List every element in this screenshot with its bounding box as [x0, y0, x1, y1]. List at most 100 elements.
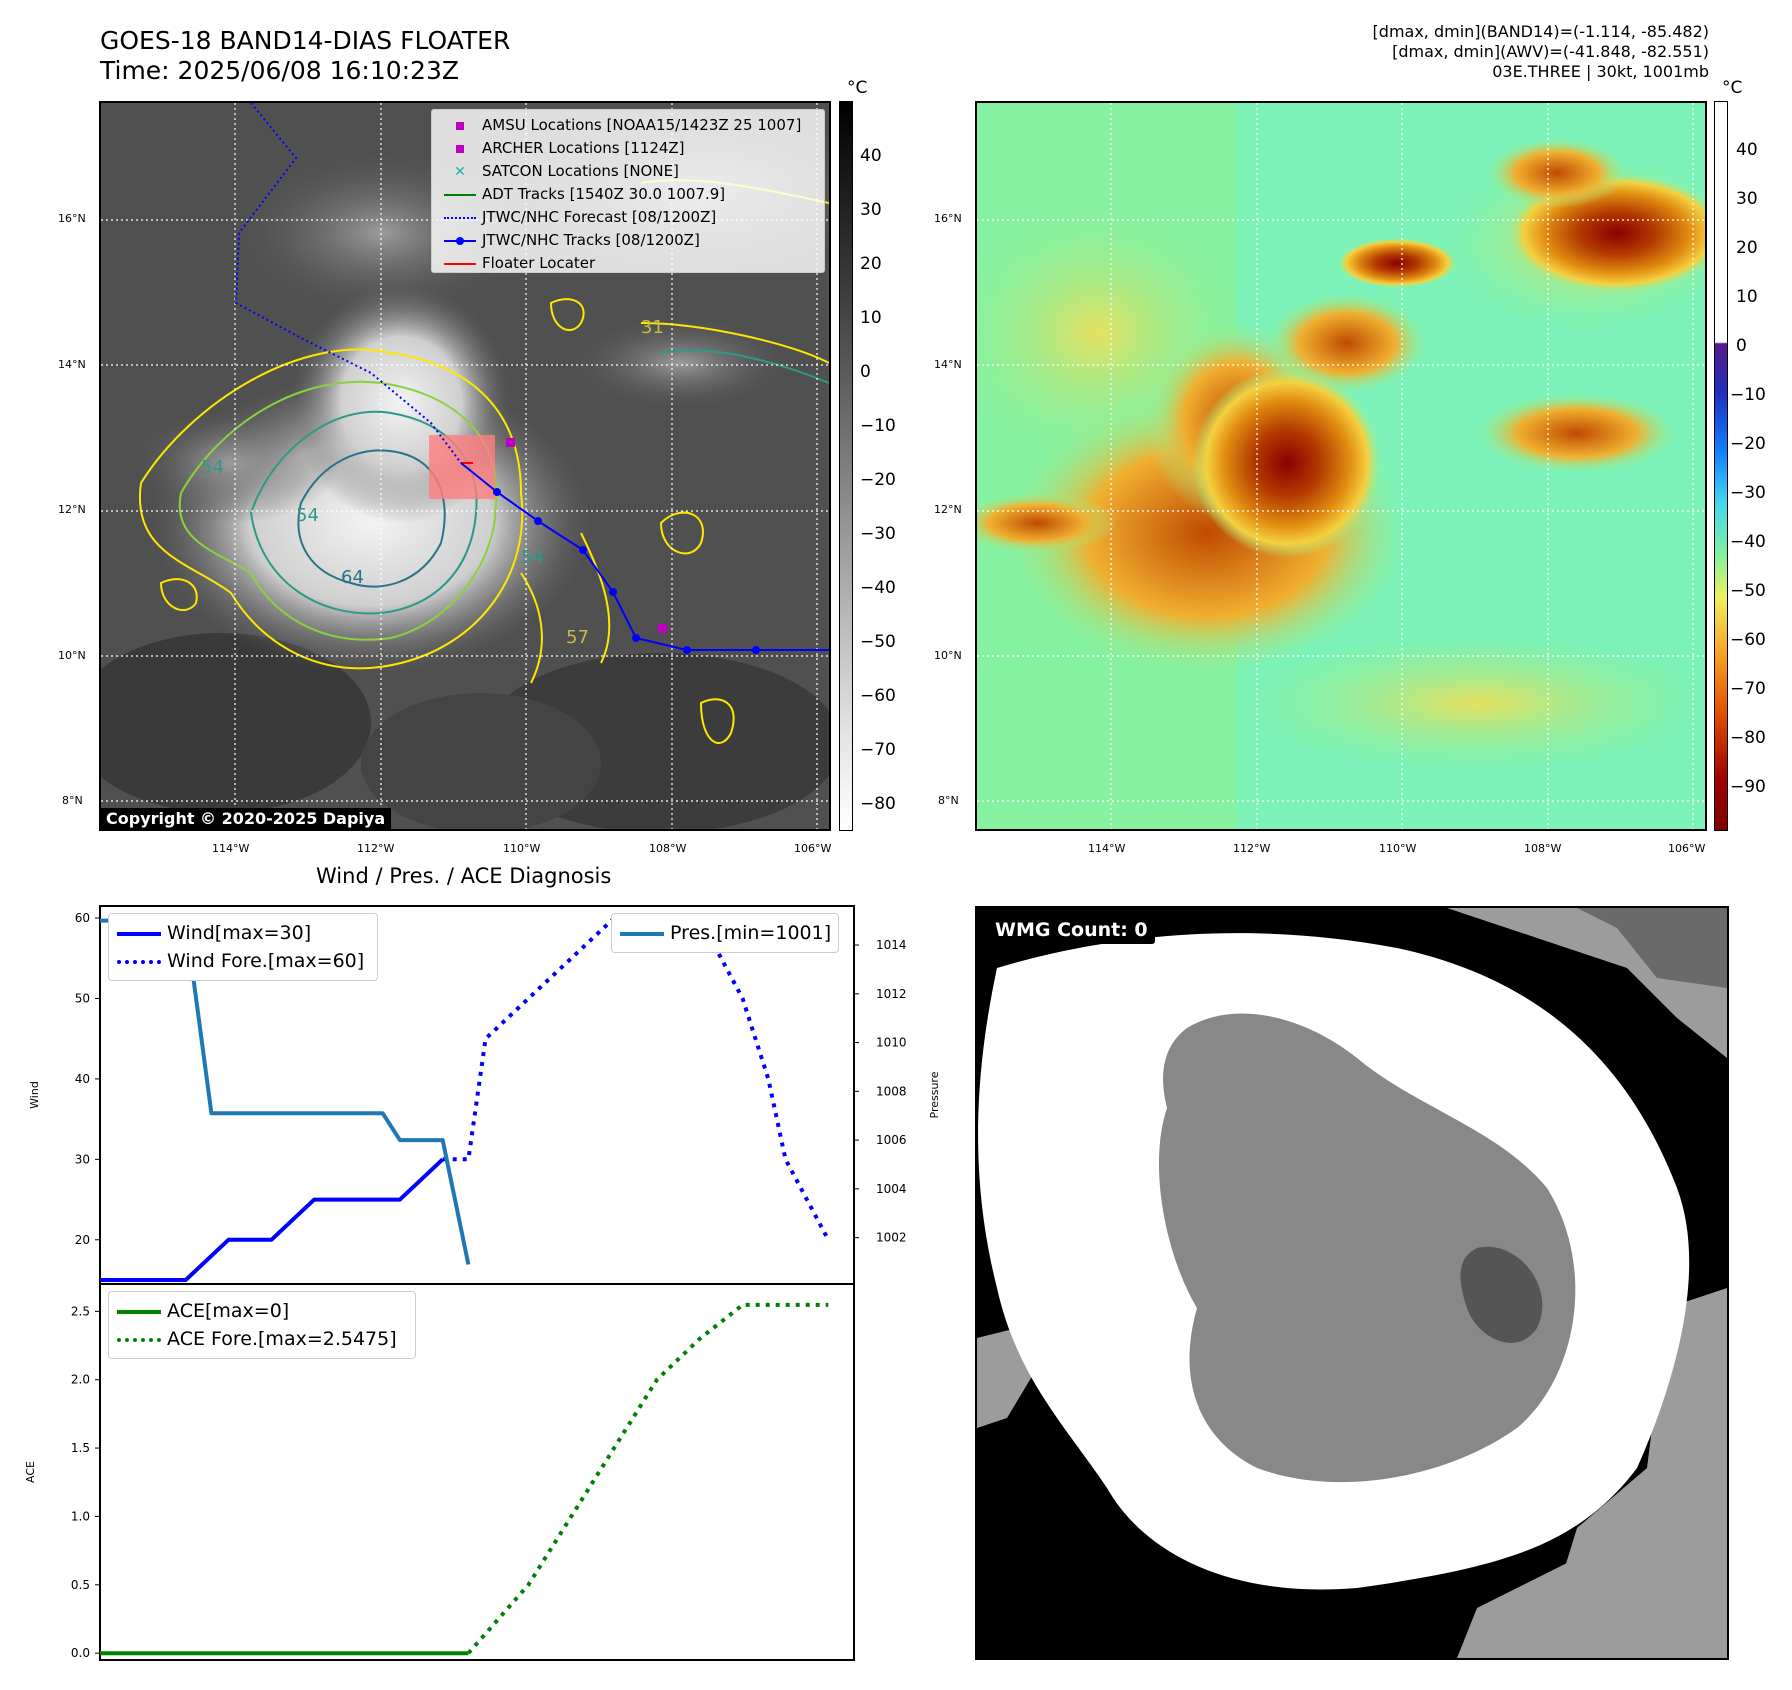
cbar-tick: −40	[860, 578, 896, 598]
y2-tick-label: 1012	[876, 987, 907, 1001]
y-tick-label: 40	[75, 1072, 90, 1086]
y-tick-label: 1.5	[71, 1441, 90, 1455]
solid-line-icon	[442, 185, 478, 205]
lon-label: 106°W	[794, 842, 832, 855]
archer-marker	[658, 624, 667, 633]
cbar-tick: −30	[860, 524, 896, 544]
wind-pressure-plot: 60 50 40 30 20 1014 1012 1010 1008 1006 1004 1002	[75, 911, 907, 1282]
y-tick-label: 2.0	[71, 1373, 90, 1387]
y-tick-label: 1.0	[71, 1509, 90, 1523]
jtwc-track-points	[493, 488, 760, 654]
cbar-tick: 20	[1736, 238, 1758, 258]
floater-box	[429, 435, 495, 499]
contour-label: 54	[296, 505, 319, 526]
square-marker-icon	[442, 116, 478, 136]
y-tick-label: 20	[75, 1233, 90, 1247]
pressure-axis-label: Pressure	[928, 1071, 941, 1118]
legend-label: Wind Fore.[max=60]	[167, 950, 365, 972]
solid-line-icon	[117, 931, 161, 936]
diagnosis-title: Wind / Pres. / ACE Diagnosis	[316, 864, 612, 888]
gray-colorbar-unit: °C	[847, 78, 868, 98]
series-line	[466, 1302, 829, 1655]
y2-tick-label: 1006	[876, 1133, 907, 1147]
cbar-tick: −50	[860, 632, 896, 652]
x-marker-icon: ✕	[454, 164, 466, 180]
y-tick-label: 30	[75, 1152, 90, 1166]
lon-label: 112°W	[1233, 842, 1271, 855]
cbar-tick: 40	[860, 146, 882, 166]
cbar-tick: 0	[860, 362, 871, 382]
y-tick-label: 2.5	[71, 1304, 90, 1318]
ace-axis-label: ACE	[24, 1461, 37, 1483]
dotted-line-icon	[442, 208, 478, 228]
legend-pressure: Pres.[min=1001]	[620, 922, 831, 944]
jtwc-forecast-track	[234, 103, 462, 464]
series-line	[442, 916, 831, 1241]
ace-legend: ACE[max=0] ACE Fore.[max=2.5475]	[108, 1291, 416, 1359]
map-legend: AMSU Locations [NOAA15/1423Z 25 1007] AR…	[431, 109, 825, 273]
lat-label: 12°N	[934, 503, 962, 516]
lon-label: 110°W	[1379, 842, 1417, 855]
ace-plot: 2.5 2.0 1.5 1.0 0.5 0.0	[71, 1302, 829, 1660]
cbar-tick: −10	[1730, 385, 1766, 405]
cbar-tick: 10	[860, 308, 882, 328]
cbar-tick: −20	[1730, 434, 1766, 454]
lon-label: 114°W	[212, 842, 250, 855]
legend-wind-forecast: Wind Fore.[max=60]	[117, 950, 364, 972]
color-map-gridlines	[977, 103, 1705, 829]
cbar-tick: −80	[860, 794, 896, 814]
cbar-tick: 0	[1736, 336, 1747, 356]
wmg-gray-core	[1158, 1013, 1576, 1483]
color-map-canvas	[977, 103, 1705, 829]
copyright-label: Copyright © 2020-2025 Dapiya	[100, 808, 392, 829]
figure-title: GOES-18 BAND14-DIAS FLOATER Time: 2025/0…	[100, 26, 510, 86]
ace-axes-frame	[99, 1283, 855, 1661]
lat-label: 8°N	[938, 794, 959, 807]
dotted-line-icon	[117, 959, 161, 964]
cbar-tick: 40	[1736, 140, 1758, 160]
cbar-tick: 30	[1736, 189, 1758, 209]
grayscale-colorbar	[839, 101, 853, 831]
lat-label: 16°N	[58, 212, 86, 225]
wind-axis-label: Wind	[28, 1081, 41, 1109]
lon-label: 114°W	[1088, 842, 1126, 855]
diagnosis-chart: 60 50 40 30 20 1014 1012 1010 1008 1006 1004 1002 2…	[24, 905, 941, 1661]
y-tick-label: 0.5	[71, 1578, 90, 1592]
ir-grayscale-map: 31 54 54 64 54 57 AMSU Locations [NOAA15…	[99, 101, 831, 831]
lon-label: 108°W	[1524, 842, 1562, 855]
legend-label: ACE[max=0]	[167, 1300, 290, 1322]
square-marker-icon	[442, 139, 478, 159]
cbar-tick: −70	[1730, 679, 1766, 699]
lat-label: 14°N	[934, 358, 962, 371]
wmg-canvas	[977, 908, 1727, 1658]
contour-label: 54	[521, 547, 544, 568]
legend-label: Pres.[min=1001]	[670, 922, 832, 944]
cbar-tick: −70	[860, 740, 896, 760]
legend-label: ACE Fore.[max=2.5475]	[167, 1328, 397, 1350]
cbar-tick: −30	[1730, 483, 1766, 503]
cbar-tick: −60	[860, 686, 896, 706]
info-line-3: 03E.THREE | 30kt, 1001mb	[1492, 62, 1709, 81]
series-line	[100, 918, 471, 1265]
cbar-tick: −10	[860, 416, 896, 436]
legend-label: Wind[max=30]	[167, 922, 312, 944]
contour-label: 31	[641, 317, 664, 338]
y-tick-label: 50	[75, 991, 90, 1005]
title-line-2: Time: 2025/06/08 16:10:23Z	[100, 56, 459, 85]
wmg-count-badge: WMG Count: 0	[988, 916, 1155, 944]
y2-tick-label: 1014	[876, 938, 907, 952]
lon-label: 110°W	[503, 842, 541, 855]
color-colorbar-unit: °C	[1722, 78, 1743, 98]
lat-label: 10°N	[934, 649, 962, 662]
cbar-tick: 10	[1736, 287, 1758, 307]
cbar-tick: 20	[860, 254, 882, 274]
y2-tick-label: 1008	[876, 1084, 907, 1098]
lon-label: 108°W	[649, 842, 687, 855]
lat-label: 12°N	[58, 503, 86, 516]
solid-line-icon	[620, 931, 664, 936]
legend-ace-forecast: ACE Fore.[max=2.5475]	[117, 1328, 397, 1350]
solid-line-icon	[117, 1309, 161, 1314]
contour-label: 64	[341, 567, 364, 588]
legend-wind: Wind[max=30]	[117, 922, 311, 944]
cbar-tick: 30	[860, 200, 882, 220]
